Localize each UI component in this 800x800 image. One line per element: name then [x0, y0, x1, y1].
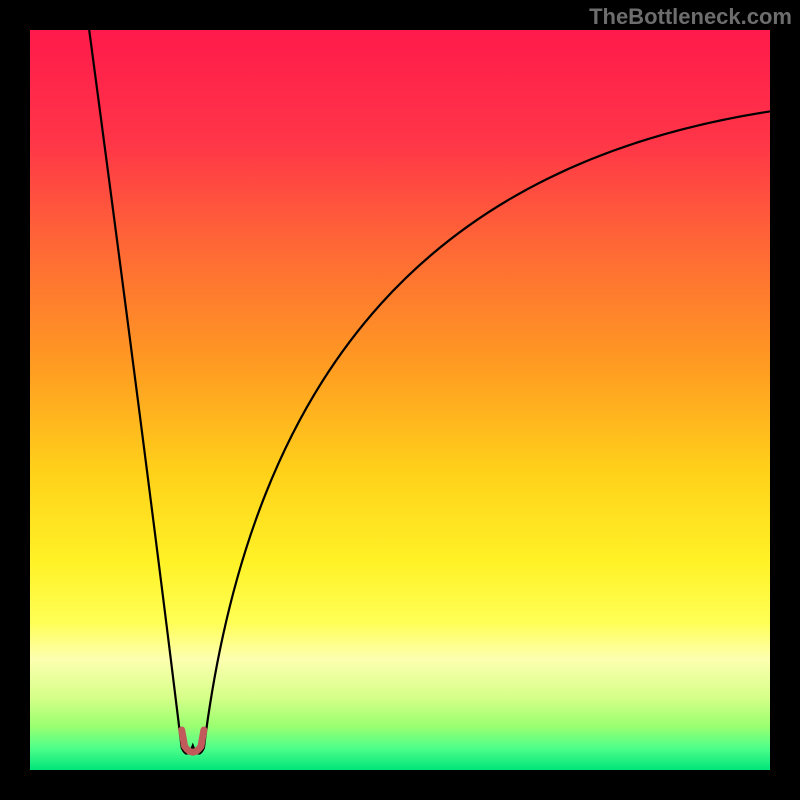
gradient-background — [30, 30, 770, 770]
watermark-text: TheBottleneck.com — [589, 4, 792, 30]
plot-area — [30, 30, 770, 770]
bottleneck-chart-svg — [30, 30, 770, 770]
chart-frame: TheBottleneck.com — [0, 0, 800, 800]
